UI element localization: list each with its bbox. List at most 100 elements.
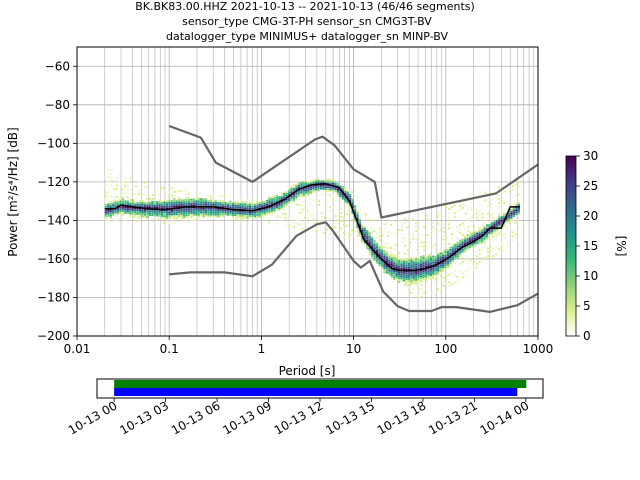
- density-cell: [165, 199, 169, 202]
- density-cell: [280, 207, 283, 210]
- density-cell: [185, 210, 188, 213]
- density-cell: [334, 184, 337, 187]
- density-cell: [119, 202, 122, 205]
- density-cell: [222, 200, 225, 202]
- density-cell: [407, 266, 410, 269]
- faint-cell: [309, 202, 312, 205]
- faint-cell: [470, 220, 473, 223]
- density-cell: [268, 199, 271, 201]
- faint-cell: [442, 280, 445, 283]
- density-cell: [478, 242, 481, 245]
- density-cell: [226, 202, 230, 205]
- density-cell: [168, 202, 171, 204]
- faint-cell: [329, 233, 332, 236]
- faint-cell: [173, 194, 176, 197]
- density-cell: [375, 261, 379, 264]
- density-cell: [246, 215, 249, 217]
- density-cell: [175, 215, 178, 217]
- density-cell: [383, 250, 386, 253]
- density-cell: [165, 211, 169, 214]
- faint-cell: [268, 221, 271, 224]
- density-cell: [160, 205, 164, 208]
- density-cell: [219, 213, 222, 216]
- faint-cell: [384, 242, 387, 245]
- density-cell: [202, 202, 205, 204]
- x-tick-label: 0.01: [64, 342, 91, 356]
- density-cell: [461, 243, 464, 245]
- density-cell: [185, 202, 188, 205]
- density-cell: [371, 242, 374, 245]
- density-cell: [185, 212, 188, 215]
- density-cell: [327, 186, 330, 189]
- faint-cell: [470, 224, 473, 227]
- density-cell: [476, 230, 479, 233]
- faint-cell: [489, 214, 492, 217]
- density-cell: [121, 198, 125, 201]
- faint-cell: [348, 232, 351, 235]
- timeline-tick-label: 10-13 21: [426, 398, 480, 437]
- density-cell: [217, 213, 220, 216]
- density-cell: [231, 210, 235, 213]
- density-cell: [236, 206, 239, 209]
- density-cell: [500, 221, 503, 224]
- density-cell: [207, 215, 210, 218]
- faint-cell: [345, 213, 348, 216]
- faint-cell: [434, 243, 437, 246]
- density-cell: [200, 213, 203, 216]
- density-cell: [412, 273, 415, 276]
- faint-cell: [500, 250, 503, 253]
- density-cell: [119, 198, 122, 201]
- density-cell: [319, 187, 322, 190]
- faint-cell: [323, 216, 326, 219]
- density-cell: [388, 267, 391, 270]
- density-cell: [419, 273, 423, 276]
- faint-cell: [445, 205, 448, 208]
- density-cell: [126, 202, 129, 205]
- density-cell: [224, 211, 227, 214]
- faint-cell: [500, 211, 503, 214]
- density-cell: [459, 245, 462, 248]
- density-cell: [363, 233, 366, 236]
- density-cell: [322, 186, 325, 188]
- density-cell: [231, 216, 235, 218]
- faint-cell: [403, 237, 406, 240]
- faint-cell: [439, 217, 442, 220]
- density-cell: [449, 262, 452, 265]
- density-cell: [280, 203, 283, 206]
- faint-cell: [378, 227, 381, 230]
- density-cell: [173, 217, 176, 220]
- density-cell: [419, 255, 423, 258]
- density-cell: [292, 199, 296, 202]
- density-cell: [478, 235, 481, 237]
- density-cell: [380, 264, 384, 267]
- density-cell: [207, 202, 210, 204]
- density-cell: [490, 229, 494, 232]
- density-cell: [248, 213, 252, 216]
- density-cell: [383, 265, 386, 268]
- faint-cell: [497, 247, 500, 250]
- density-cell: [283, 192, 286, 195]
- density-cell: [204, 198, 208, 201]
- density-cell: [283, 202, 286, 205]
- faint-cell: [320, 216, 323, 219]
- faint-cell: [356, 203, 359, 206]
- faint-cell: [395, 236, 398, 239]
- density-cell: [305, 193, 308, 196]
- faint-cell: [486, 212, 489, 215]
- faint-cell: [334, 222, 337, 225]
- faint-cell: [365, 217, 368, 220]
- density-cell: [307, 187, 310, 189]
- faint-cell: [198, 191, 201, 194]
- density-cell: [209, 209, 213, 212]
- density-cell: [481, 231, 484, 234]
- faint-cell: [387, 242, 390, 245]
- density-cell: [273, 207, 276, 210]
- density-cell: [351, 212, 354, 214]
- density-cell: [368, 242, 371, 244]
- density-cell: [468, 238, 472, 241]
- faint-cell: [118, 180, 121, 183]
- density-cell: [495, 220, 498, 222]
- density-cell: [248, 205, 252, 208]
- faint-cell: [478, 210, 481, 213]
